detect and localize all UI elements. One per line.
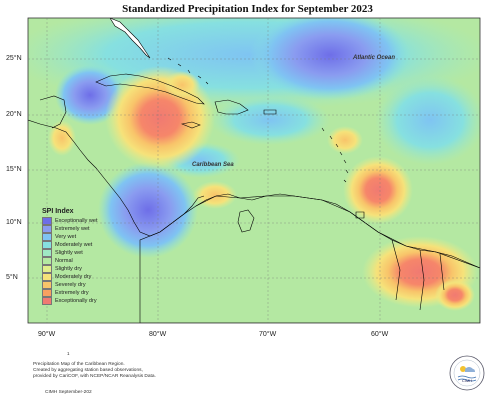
- legend-item: Moderately dry: [42, 273, 110, 281]
- lon-tick-70w: 70°W: [259, 331, 277, 338]
- legend-swatch: [42, 233, 52, 241]
- logo-label: CIMH: [461, 378, 473, 383]
- legend-item: Slightly wet: [42, 249, 110, 257]
- legend-item: Very wet: [42, 233, 110, 241]
- legend-item: Slightly dry: [42, 265, 110, 273]
- legend-swatch: [42, 289, 52, 297]
- lat-tick-5n: 5°N: [6, 274, 18, 281]
- lat-tick-20n: 20°N: [6, 111, 22, 118]
- legend-swatch: [42, 217, 52, 225]
- legend-label: Slightly dry: [55, 266, 82, 272]
- lat-tick-15n: 15°N: [6, 166, 22, 173]
- legend-swatch: [42, 297, 52, 305]
- legend-swatch: [42, 257, 52, 265]
- legend-label: Extremely dry: [55, 290, 89, 296]
- legend-item: Exceptionally dry: [42, 297, 110, 305]
- legend-item: Moderately wet: [42, 241, 110, 249]
- coastlines: [28, 18, 480, 323]
- legend-item: Extremely dry: [42, 289, 110, 297]
- legend-swatch: [42, 281, 52, 289]
- page-number: 1: [67, 351, 70, 356]
- legend-item: Normal: [42, 257, 110, 265]
- legend-label: Moderately wet: [55, 242, 93, 248]
- lon-tick-80w: 80°W: [149, 331, 167, 338]
- legend-label: Very wet: [55, 234, 77, 240]
- spi-legend: SPI Index Exceptionally wet Extremely wet…: [42, 208, 110, 305]
- lon-tick-60w: 60°W: [371, 331, 389, 338]
- atlantic-ocean-label: Atlantic Ocean: [353, 55, 396, 61]
- legend-swatch: [42, 241, 52, 249]
- legend-swatch: [42, 249, 52, 257]
- footer-line-1: Precipitation Map of the Caribbean Regio…: [33, 362, 125, 367]
- lat-tick-10n: 10°N: [6, 219, 22, 226]
- legend-item: Severely dry: [42, 281, 110, 289]
- lon-tick-90w: 90°W: [38, 331, 56, 338]
- legend-item: Exceptionally wet: [42, 217, 110, 225]
- legend-label: Severely dry: [55, 282, 86, 288]
- legend-item: Extremely wet: [42, 225, 110, 233]
- caribbean-sea-label: Caribbean Sea: [192, 162, 234, 168]
- legend-label: Exceptionally dry: [55, 298, 97, 304]
- footer-code: CIMH September-202: [45, 390, 92, 395]
- legend-swatch: [42, 265, 52, 273]
- legend-label: Exceptionally wet: [55, 218, 98, 224]
- legend-label: Moderately dry: [55, 274, 92, 280]
- legend-label: Extremely wet: [55, 226, 90, 232]
- legend-swatch: [42, 273, 52, 281]
- legend-swatch: [42, 225, 52, 233]
- map-title: Standardized Precipitation Index for Sep…: [122, 3, 373, 15]
- cimh-logo: [449, 355, 485, 391]
- legend-title: SPI Index: [42, 208, 74, 215]
- gridlines: [28, 18, 480, 323]
- legend-label: Normal: [55, 258, 73, 264]
- lat-tick-25n: 25°N: [6, 55, 22, 62]
- legend-label: Slightly wet: [55, 250, 83, 256]
- footer-line-3: provided by CariCOF, with NCEP/NCAR Rean…: [33, 374, 156, 379]
- footer-line-2: Created by aggregating station based obs…: [33, 368, 143, 373]
- spi-field: [28, 18, 480, 323]
